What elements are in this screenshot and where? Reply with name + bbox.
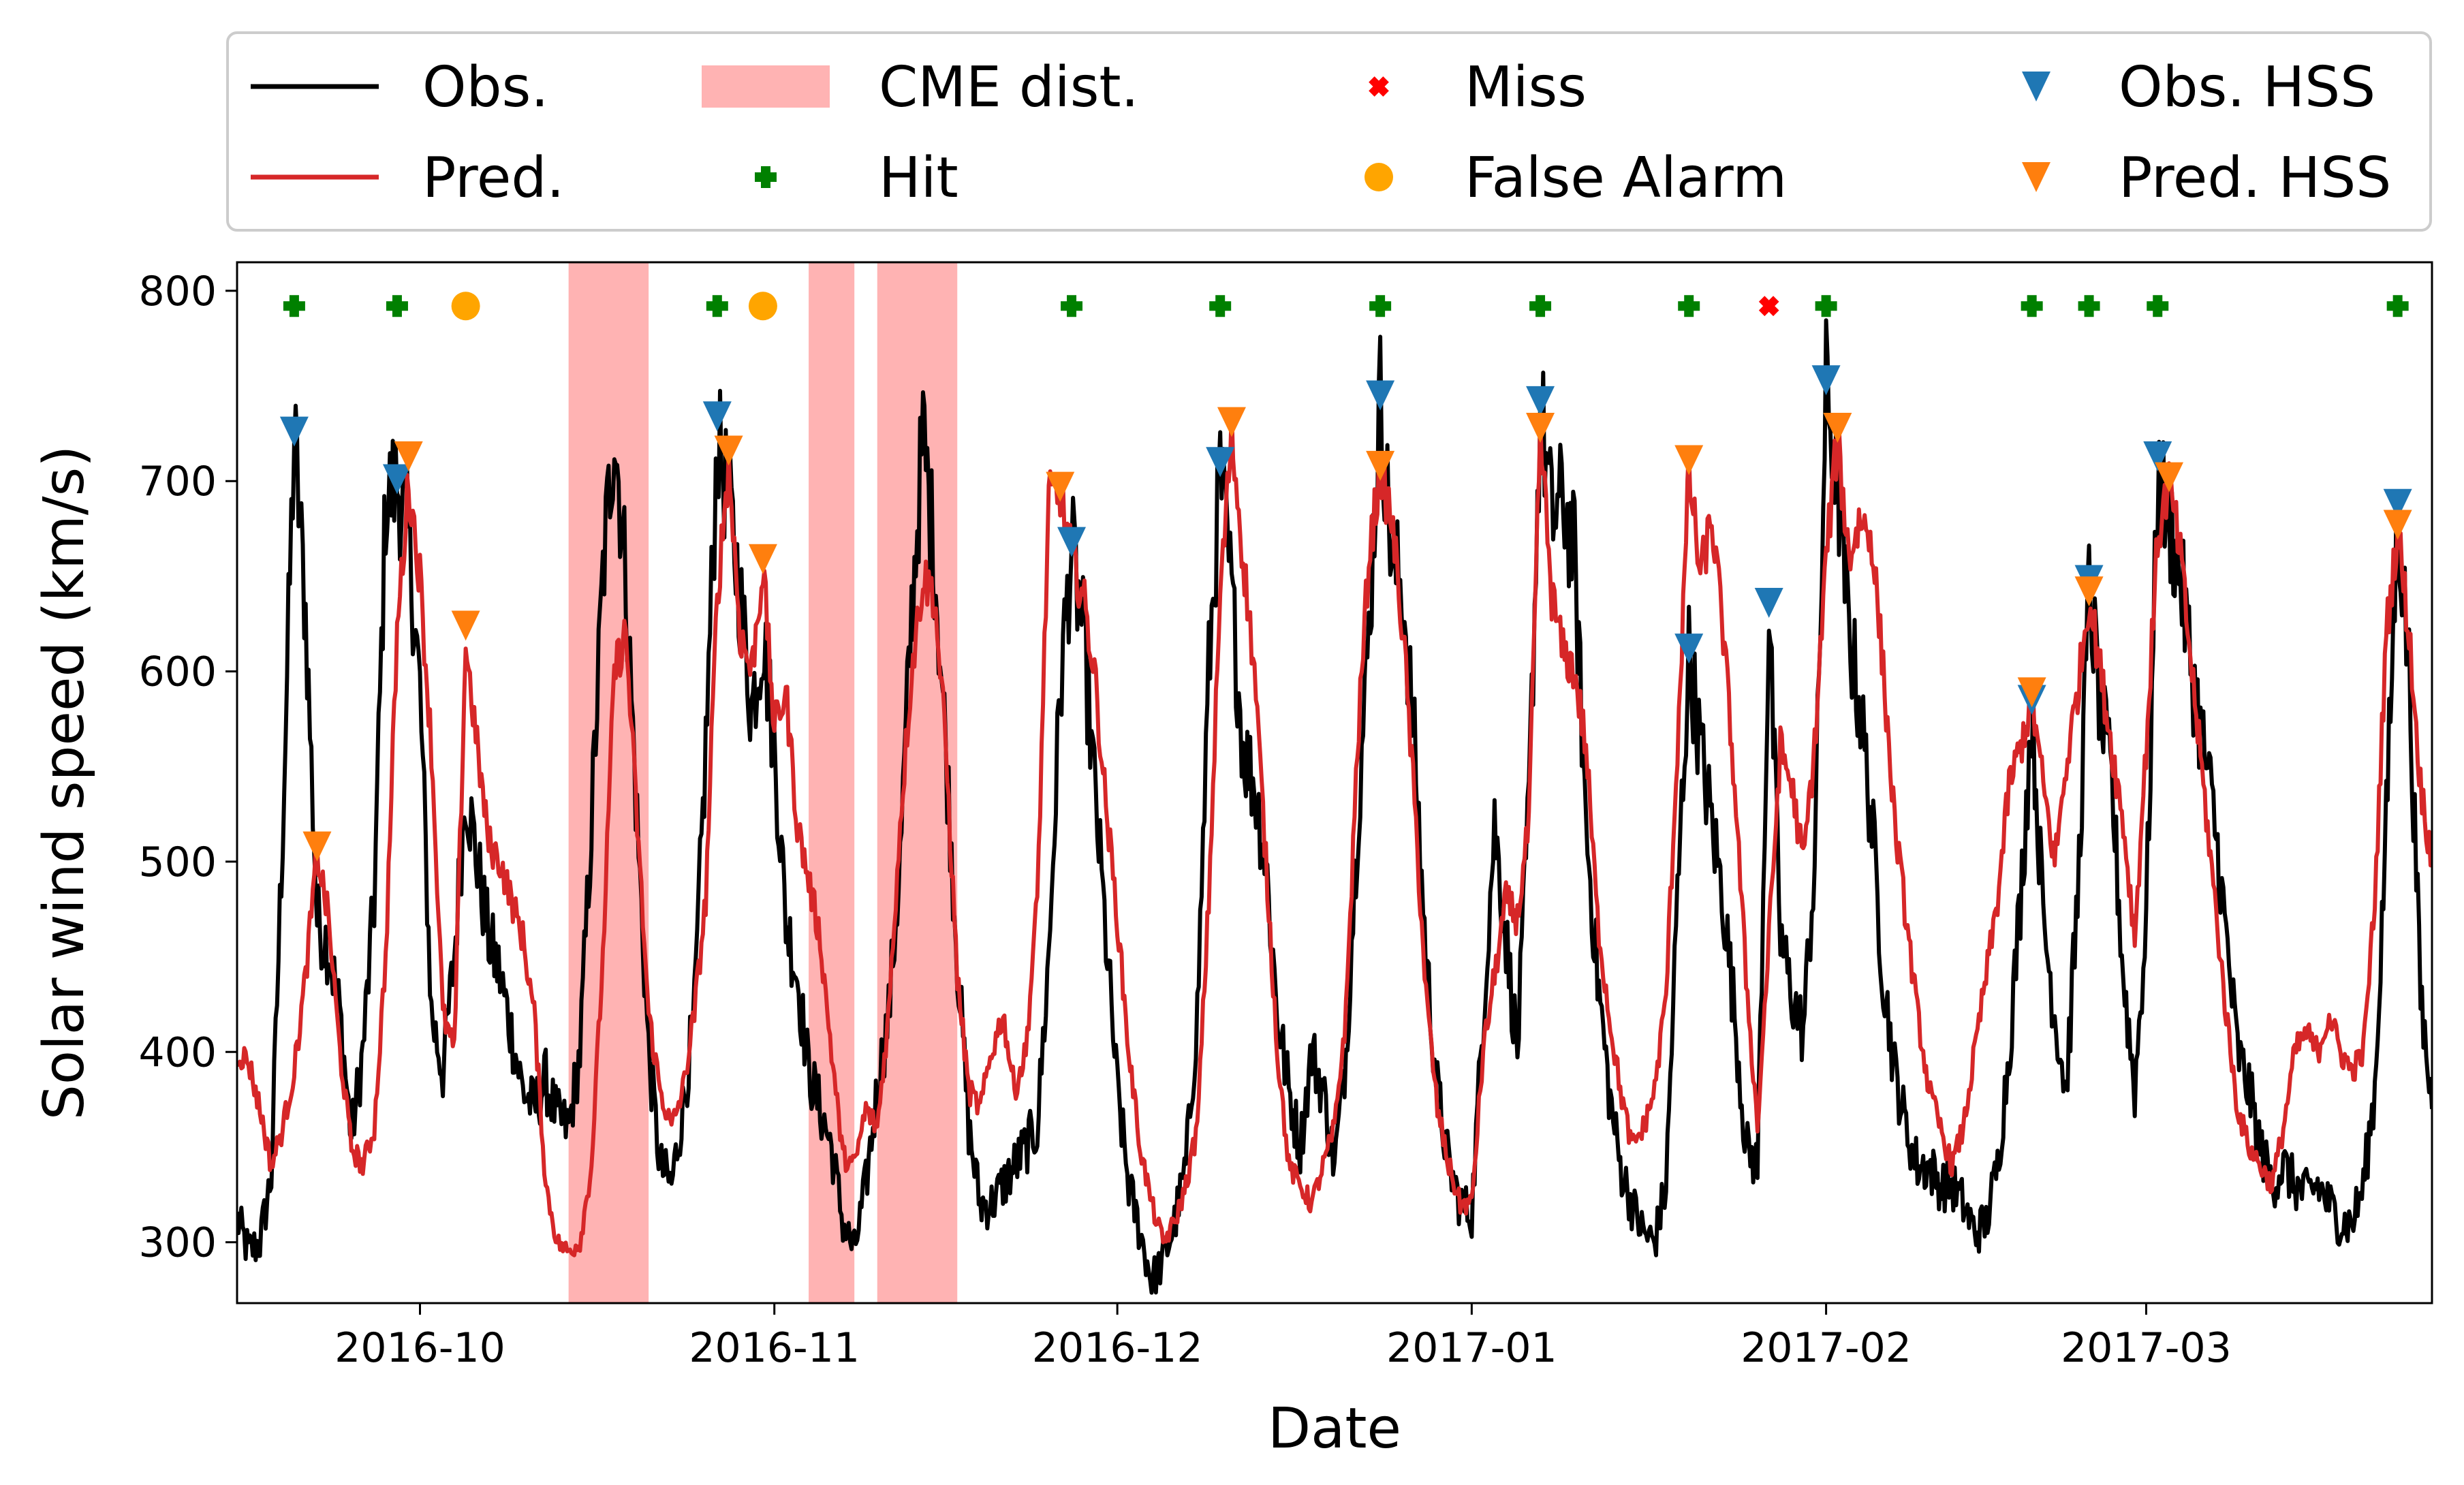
pred-hss-marker-3 xyxy=(451,610,480,641)
x-axis-title: Date xyxy=(1268,1396,1401,1461)
pred-hss-marker-11 xyxy=(1823,413,1852,443)
x-tick-label-1: 2016-10 xyxy=(334,1324,505,1372)
hit-marker-7 xyxy=(1529,295,1552,317)
y-tick-label-3: 500 xyxy=(138,839,217,886)
pred-hss-marker-15 xyxy=(2383,510,2412,540)
hit-marker-4 xyxy=(1061,295,1083,317)
pred-hss-marker-1 xyxy=(302,831,332,862)
y-axis-title: Solar wind speed (km/s) xyxy=(32,446,97,1120)
pred-hss-marker-4 xyxy=(714,435,743,466)
pred-hss-marker-12 xyxy=(2017,677,2046,708)
legend-handle-4 xyxy=(755,166,777,188)
axes: 2016-10 2016-11 2016-12 2017-01 2017-02 2017-… xyxy=(32,261,2433,1461)
obs-hss-marker-9 xyxy=(1754,588,1783,619)
legend-handle-8 xyxy=(2022,162,2050,192)
pred-hss-marker-6 xyxy=(1046,471,1075,502)
miss-marker-1-shape xyxy=(1758,296,1779,317)
obs-hss-marker-5 xyxy=(1206,447,1235,478)
series-line-pred xyxy=(237,407,2432,1257)
legend-label-4: Hit xyxy=(879,146,958,210)
hit-marker-8 xyxy=(1678,295,1700,317)
plot-frame xyxy=(236,261,2433,1304)
legend-label-1: Obs. xyxy=(422,55,548,120)
hit-marker-10 xyxy=(2021,295,2043,317)
legend-label-7: Obs. HSS xyxy=(2119,55,2375,120)
plot-area xyxy=(237,262,2432,1303)
hit-marker-2 xyxy=(386,295,408,317)
pred-hss-marker-8 xyxy=(1366,450,1395,481)
pred-hss-marker-2 xyxy=(394,441,423,471)
legend: Obs. Pred. CME dist. Hit Miss False Alarm Obs.… xyxy=(226,31,2432,232)
x-tick-label-3: 2016-12 xyxy=(1032,1324,1203,1372)
legend-label-8: Pred. HSS xyxy=(2119,146,2391,210)
y-tick-label-1: 300 xyxy=(138,1219,217,1267)
hit-marker-5 xyxy=(1209,295,1232,317)
legend-label-2: Pred. xyxy=(422,146,564,210)
obs-hss-marker-6 xyxy=(1366,380,1395,411)
obs-hss-marker-10 xyxy=(1811,365,1841,396)
obs-hss-marker-3 xyxy=(702,401,732,432)
y-tick-label-6: 800 xyxy=(138,268,217,315)
pred-hss-marker-9 xyxy=(1526,413,1555,443)
pred-hss-marker-5 xyxy=(748,544,777,574)
miss-marker-1 xyxy=(1758,296,1779,317)
false-alarm-marker-1 xyxy=(451,292,480,321)
x-tick-label-6: 2017-03 xyxy=(2061,1324,2232,1372)
y-tick-label-4: 600 xyxy=(138,648,217,696)
false-alarm-marker-2 xyxy=(748,292,777,321)
legend-handle-5 xyxy=(1369,76,1389,97)
hit-marker-13 xyxy=(2386,295,2409,317)
hit-marker-6 xyxy=(1369,295,1392,317)
legend-handle-7 xyxy=(2022,72,2050,101)
obs-hss-marker-4 xyxy=(1057,527,1087,557)
pred-hss-marker-7 xyxy=(1217,407,1246,437)
hit-marker-11 xyxy=(2078,295,2100,317)
x-tick-label-2: 2016-11 xyxy=(689,1324,860,1372)
series-line-obs xyxy=(237,318,2432,1295)
legend-label-3: CME dist. xyxy=(879,55,1139,120)
pred-hss-marker-13 xyxy=(2074,576,2104,607)
legend-handle-6 xyxy=(1364,163,1393,191)
obs-hss-marker-8 xyxy=(1674,634,1704,664)
y-tick-label-2: 400 xyxy=(138,1029,217,1076)
hit-marker-9 xyxy=(1815,295,1837,317)
legend-handle-3 xyxy=(702,65,830,108)
pred-hss-marker-10 xyxy=(1674,445,1704,475)
pred-hss-marker-14 xyxy=(2155,462,2184,493)
cme-span-2 xyxy=(809,262,855,1303)
hit-marker-1 xyxy=(283,295,305,317)
x-tick-label-5: 2017-02 xyxy=(1741,1324,1912,1372)
obs-hss-marker-13 xyxy=(2143,441,2172,471)
legend-label-5: Miss xyxy=(1465,55,1587,120)
cme-span-3 xyxy=(877,262,958,1303)
legend-handle-5-shape xyxy=(1369,76,1389,97)
obs-hss-marker-1 xyxy=(279,416,309,447)
y-tick-label-5: 700 xyxy=(138,458,217,505)
x-tick-label-4: 2017-01 xyxy=(1386,1324,1557,1372)
hit-marker-3 xyxy=(706,295,728,317)
obs-hss-marker-7 xyxy=(1526,386,1555,416)
hit-marker-12 xyxy=(2147,295,2169,317)
legend-label-6: False Alarm xyxy=(1465,146,1787,210)
obs-hss-marker-2 xyxy=(382,464,411,495)
obs-hss-marker-14 xyxy=(2383,488,2412,519)
